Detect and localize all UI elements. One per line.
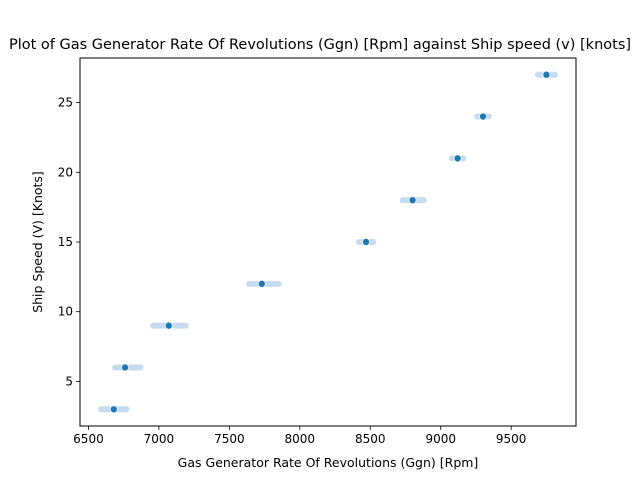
data-point [478, 112, 487, 121]
x-tick-label: 8500 [355, 432, 386, 446]
data-point [109, 405, 118, 414]
x-tick-label: 6500 [73, 432, 104, 446]
x-tick-label: 7000 [144, 432, 175, 446]
data-point [408, 196, 417, 205]
x-tick-label: 9000 [425, 432, 456, 446]
y-tick-label: 5 [65, 374, 73, 388]
spread-layer [98, 71, 558, 413]
y-axis-label: Ship Speed (V) [Knots] [30, 171, 45, 313]
x-tick-label: 8000 [285, 432, 316, 446]
y-tick-label: 20 [58, 165, 73, 179]
chart-title: Plot of Gas Generator Rate Of Revolution… [9, 37, 631, 53]
x-axis-label: Gas Generator Rate Of Revolutions (Ggn) … [178, 455, 479, 470]
data-point [362, 237, 371, 246]
data-point [121, 363, 130, 372]
y-tick-label: 25 [58, 96, 73, 110]
data-point [542, 70, 551, 79]
x-tick-label: 9500 [496, 432, 527, 446]
plot-frame [79, 57, 577, 427]
x-tick-label: 7500 [214, 432, 245, 446]
points-layer [109, 70, 551, 414]
y-tick-label: 10 [58, 305, 73, 319]
data-point [453, 154, 462, 163]
data-point [164, 321, 173, 330]
y-ticks: 5 10 15 20 25 [58, 96, 80, 388]
data-point [257, 279, 266, 288]
y-tick-label: 15 [58, 235, 73, 249]
x-ticks: 6500 7000 7500 8000 8500 9000 9500 [73, 426, 526, 446]
